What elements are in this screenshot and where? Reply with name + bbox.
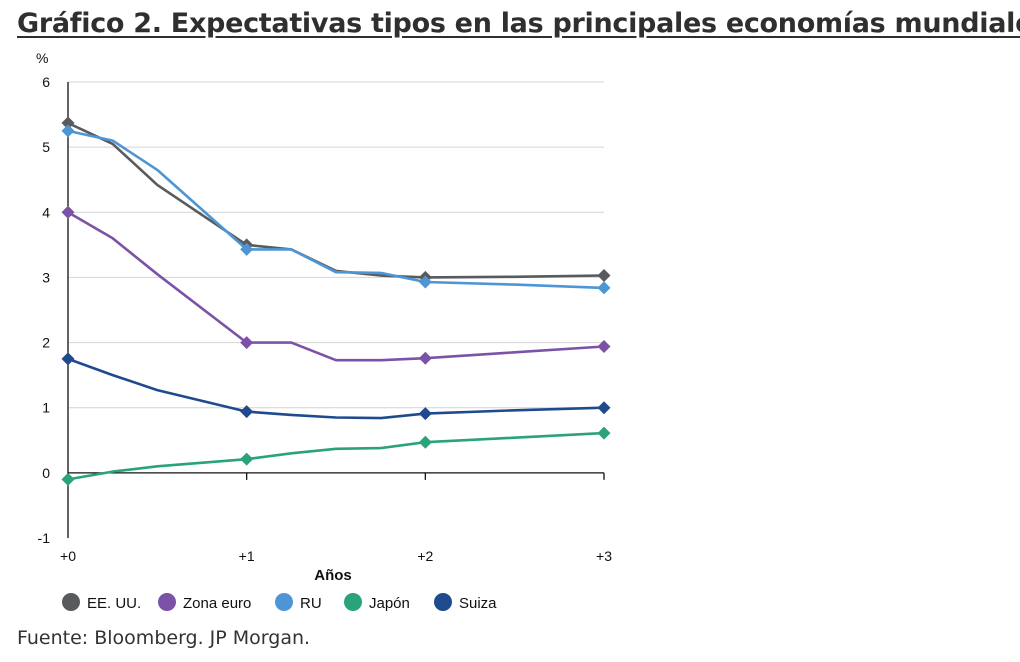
data-point-RU	[597, 281, 611, 295]
source-note: Fuente: Bloomberg. JP Morgan.	[17, 627, 311, 649]
data-point-Zona euro	[418, 351, 432, 365]
x-tick-label: +2	[417, 548, 433, 564]
legend-swatch	[62, 593, 80, 611]
legend-swatch	[275, 593, 293, 611]
gridlines	[68, 81, 604, 409]
y-tick-label: 0	[42, 465, 50, 481]
chart-title: Gráfico 2. Expectativas tipos en las pri…	[17, 8, 1020, 39]
series-line-Zona euro	[67, 211, 605, 362]
legend-label: Suiza	[459, 595, 497, 612]
data-point-Zona euro	[597, 339, 611, 353]
y-tick-label: 5	[42, 139, 50, 155]
series-line-Japón	[67, 431, 605, 481]
legend-swatch	[344, 593, 362, 611]
x-tick-label: +0	[60, 548, 76, 564]
legend-label: EE. UU.	[87, 595, 141, 612]
data-point-RU	[61, 124, 75, 138]
y-axis-ticks: 6 5 4 3 2 1 0 -1	[38, 74, 51, 546]
legend-swatch	[158, 593, 176, 611]
data-point-EE. UU.	[597, 268, 611, 282]
data-point-Japón	[418, 435, 432, 449]
data-point-Suiza	[418, 407, 432, 421]
data-point-Zona euro	[61, 205, 75, 219]
legend-label: Japón	[369, 595, 410, 612]
data-point-RU	[240, 242, 254, 256]
axes	[67, 82, 604, 538]
legend-swatch	[434, 593, 452, 611]
data-point-Japón	[597, 426, 611, 440]
data-point-Suiza	[597, 401, 611, 415]
y-tick-label: 2	[42, 335, 50, 351]
legend: EE. UU. Zona euro RU Japón Suiza	[62, 593, 497, 612]
x-tick-label: +1	[239, 548, 255, 564]
y-tick-label: 6	[42, 74, 50, 90]
data-point-Suiza	[240, 405, 254, 419]
y-tick-label: -1	[38, 530, 51, 546]
data-point-Suiza	[61, 352, 75, 366]
x-tick-label: +3	[596, 548, 612, 564]
data-point-Japón	[61, 472, 75, 486]
data-point-Zona euro	[240, 336, 254, 350]
legend-label: RU	[300, 595, 322, 612]
series-lines	[61, 116, 611, 486]
data-point-EE. UU.	[61, 116, 75, 130]
data-point-Japón	[240, 452, 254, 466]
series-line-EE. UU.	[67, 121, 605, 279]
y-tick-label: 1	[42, 400, 50, 416]
y-tick-label: 4	[42, 204, 50, 220]
y-tick-label: 3	[42, 269, 50, 285]
data-point-RU	[418, 275, 432, 289]
x-axis-ticks: +0 +1 +2 +3	[60, 472, 612, 564]
legend-label: Zona euro	[183, 595, 251, 612]
y-unit-label: %	[36, 50, 48, 66]
series-line-Suiza	[67, 357, 605, 420]
x-axis-label: Años	[314, 567, 352, 584]
series-line-RU	[67, 129, 605, 290]
